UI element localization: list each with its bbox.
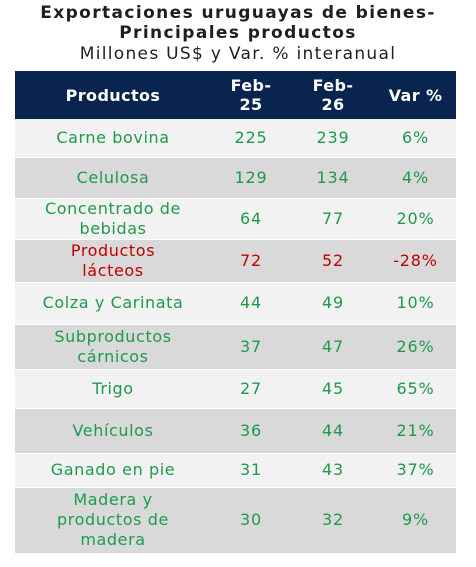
cell-feb-25: 36 — [211, 408, 291, 454]
cell-feb-26: 44 — [291, 408, 375, 454]
cell-feb-26: 52 — [291, 239, 375, 283]
product-name-line: Colza y Carinata — [42, 293, 184, 312]
header-feb-26-top: Feb- — [312, 76, 354, 95]
cell-feb-26: 49 — [291, 282, 375, 325]
header-feb-26-bottom: 26 — [321, 95, 345, 114]
cell-feb-25: 64 — [211, 198, 291, 240]
cell-var-pct: 9% — [375, 487, 456, 554]
product-name-line: Productos — [70, 240, 156, 260]
chart-title-block: Exportaciones uruguayas de bienes- Princ… — [0, 3, 476, 65]
product-name-line: cárnicos — [77, 346, 149, 366]
product-name-line: Ganado en pie — [50, 460, 176, 479]
table-row: Colza y Carinata 44 49 10% — [15, 282, 456, 325]
header-feb-25-bottom: 25 — [239, 95, 263, 114]
cell-var-pct: -28% — [375, 239, 456, 283]
cell-var-pct: 20% — [375, 198, 456, 240]
product-name-line: Vehículos — [72, 420, 154, 440]
cell-feb-26: 43 — [291, 453, 375, 488]
product-name-line: lácteos — [82, 260, 144, 280]
product-name-line: madera — [80, 530, 146, 549]
cell-product: Subproductos cárnicos — [15, 324, 211, 370]
table-row: Subproductos cárnicos 37 47 26% — [15, 324, 456, 370]
cell-feb-25: 225 — [211, 119, 291, 158]
header-row: Productos Feb- 25 Feb- 26 Var % — [15, 71, 456, 119]
table-header: Productos Feb- 25 Feb- 26 Var % — [15, 71, 456, 119]
table-row: Concentrado de bebidas 64 77 20% — [15, 198, 456, 240]
cell-feb-26: 239 — [291, 119, 375, 158]
chart-title-line-2: Principales productos — [119, 23, 357, 43]
cell-feb-26: 134 — [291, 157, 375, 199]
table-row: Celulosa 129 134 4% — [15, 157, 456, 199]
product-name-line: Subproductos — [54, 326, 172, 346]
table-row: Productos lácteos 72 52 -28% — [15, 239, 456, 283]
cell-product: Madera y productos de madera — [15, 487, 211, 554]
table-row: Madera y productos de madera 30 32 9% — [15, 487, 456, 554]
product-name-line: Trigo — [92, 378, 134, 398]
cell-feb-25: 72 — [211, 239, 291, 283]
cell-product: Carne bovina — [15, 119, 211, 158]
cell-feb-26: 77 — [291, 198, 375, 240]
cell-feb-25: 129 — [211, 157, 291, 199]
header-feb-26: Feb- 26 — [291, 71, 375, 119]
cell-var-pct: 21% — [375, 408, 456, 454]
cell-var-pct: 65% — [375, 369, 456, 409]
cell-var-pct: 4% — [375, 157, 456, 199]
cell-product: Celulosa — [15, 157, 211, 199]
header-productos: Productos — [15, 71, 211, 119]
table-row: Carne bovina 225 239 6% — [15, 119, 456, 158]
cell-var-pct: 10% — [375, 282, 456, 325]
cell-product: Productos lácteos — [15, 239, 211, 283]
cell-product: Vehículos — [15, 408, 211, 454]
cell-product: Ganado en pie — [15, 453, 211, 488]
cell-feb-25: 31 — [211, 453, 291, 488]
product-name-line: productos de — [57, 510, 169, 529]
table-row: Trigo 27 45 65% — [15, 369, 456, 409]
product-name-line: Celulosa — [76, 167, 150, 187]
product-name-line: Madera y — [73, 490, 153, 509]
cell-feb-25: 30 — [211, 487, 291, 554]
chart-subtitle: Millones US$ y Var. % interanual — [79, 44, 397, 64]
cell-feb-25: 37 — [211, 324, 291, 370]
cell-product: Concentrado de bebidas — [15, 198, 211, 240]
table-body: Carne bovina 225 239 6% Celulosa 129 134 4% Conc… — [15, 119, 456, 554]
header-feb-25-top: Feb- — [230, 76, 272, 95]
cell-var-pct: 6% — [375, 119, 456, 158]
cell-feb-26: 32 — [291, 487, 375, 554]
cell-product: Colza y Carinata — [15, 282, 211, 325]
cell-var-pct: 37% — [375, 453, 456, 488]
cell-product: Trigo — [15, 369, 211, 409]
cell-var-pct: 26% — [375, 324, 456, 370]
product-name-line: bebidas — [79, 218, 147, 238]
product-name-line: Carne bovina — [56, 127, 170, 147]
exports-table: Productos Feb- 25 Feb- 26 Var % Carne bo… — [15, 71, 456, 554]
cell-feb-25: 44 — [211, 282, 291, 325]
chart-title-line-1: Exportaciones uruguayas de bienes- — [40, 3, 436, 23]
table-row: Ganado en pie 31 43 37% — [15, 453, 456, 488]
cell-feb-26: 45 — [291, 369, 375, 409]
product-name-line: Concentrado de — [45, 198, 181, 218]
cell-feb-26: 47 — [291, 324, 375, 370]
header-var-pct: Var % — [375, 71, 456, 119]
cell-feb-25: 27 — [211, 369, 291, 409]
table-row: Vehículos 36 44 21% — [15, 408, 456, 454]
header-feb-25: Feb- 25 — [211, 71, 291, 119]
